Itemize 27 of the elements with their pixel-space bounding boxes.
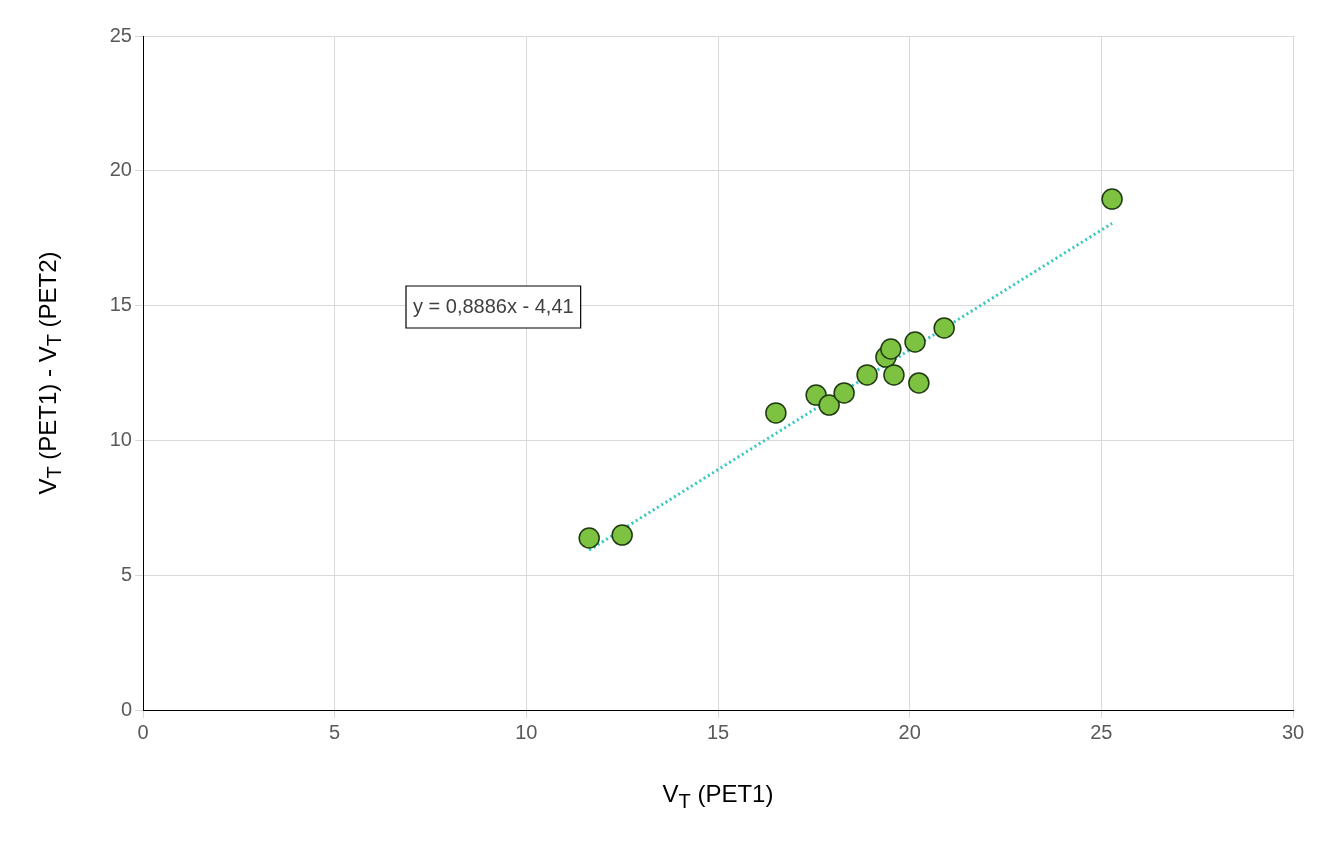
point <box>856 364 878 386</box>
point <box>904 331 926 353</box>
point <box>880 338 902 360</box>
point <box>611 524 633 546</box>
x-tick-label: 0 <box>137 720 149 743</box>
y-tick-label: 15 <box>109 293 132 316</box>
point <box>908 372 930 394</box>
x-tick-label: 20 <box>898 720 921 743</box>
point <box>578 527 600 549</box>
x-tick-label: 30 <box>1281 720 1305 743</box>
point <box>833 382 855 404</box>
point <box>933 317 955 339</box>
y-tick-label: 10 <box>109 427 132 450</box>
y-tick-label: 0 <box>120 697 132 720</box>
point <box>818 394 840 416</box>
x-tick-label: 15 <box>706 720 730 743</box>
x-tick-label: 5 <box>329 720 341 743</box>
y-tick-label: 25 <box>109 23 132 46</box>
y-tick-label: 20 <box>109 158 132 181</box>
x-axis-title: V$_{T}$ (PET1) <box>662 780 774 813</box>
y-tick-label: 5 <box>120 562 132 585</box>
point <box>883 364 905 386</box>
x-tick-label: 10 <box>515 720 538 743</box>
point <box>765 402 787 424</box>
annotation: y = 0,8886x - 4,41 <box>413 294 574 317</box>
point <box>1101 188 1123 210</box>
x-tick-label: 25 <box>1090 720 1113 743</box>
